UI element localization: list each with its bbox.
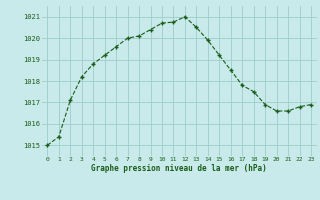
X-axis label: Graphe pression niveau de la mer (hPa): Graphe pression niveau de la mer (hPa) (91, 164, 267, 173)
